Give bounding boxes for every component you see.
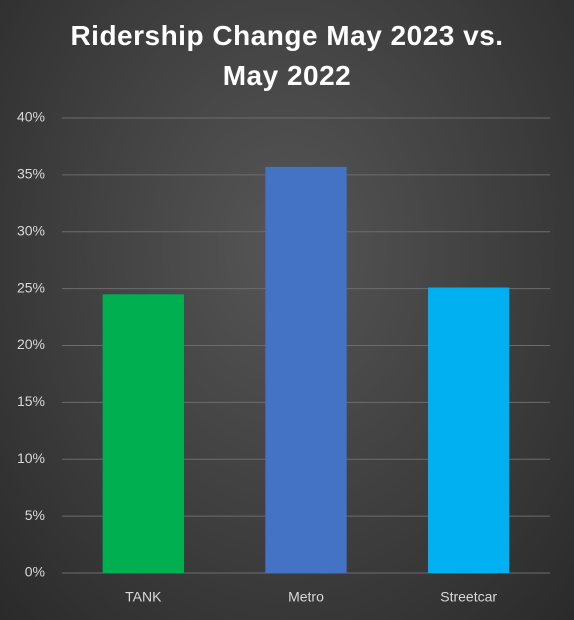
y-tick-label: 5% [25, 507, 45, 523]
y-tick-label: 25% [17, 279, 45, 295]
x-tick-label: TANK [125, 589, 162, 605]
y-tick-label: 30% [17, 222, 45, 238]
y-tick-label: 15% [17, 393, 45, 409]
x-tick-label: Metro [288, 589, 324, 605]
bar [102, 294, 184, 573]
bar [265, 166, 347, 573]
bar [428, 287, 510, 573]
y-tick-label: 10% [17, 450, 45, 466]
chart-title: Ridership Change May 2023 vs. May 2022 [70, 20, 504, 91]
y-tick-label: 20% [17, 336, 45, 352]
y-tick-label: 0% [25, 564, 45, 580]
y-tick-label: 40% [17, 109, 45, 125]
y-tick-label: 35% [17, 166, 45, 182]
x-tick-label: Streetcar [440, 589, 497, 605]
